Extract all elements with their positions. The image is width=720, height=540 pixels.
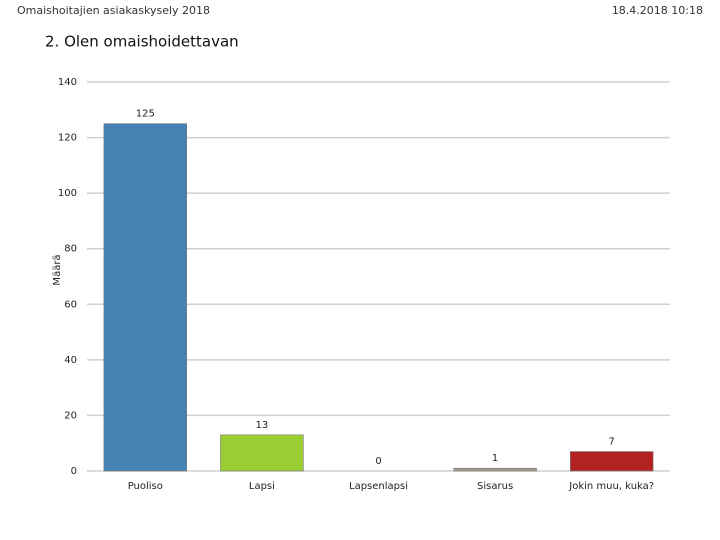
bar (453, 467, 537, 472)
y-tick-label: 0 (71, 466, 77, 477)
value-label: 7 (609, 437, 615, 448)
x-tick-label: Jokin muu, kuka? (568, 481, 654, 492)
x-tick-label: Puoliso (128, 481, 163, 492)
x-tick-label: Lapsenlapsi (349, 481, 408, 492)
value-label: 0 (375, 456, 381, 467)
x-tick-label: Lapsi (249, 481, 275, 492)
header-left: Omaishoitajien asiakaskysely 2018 (17, 4, 210, 17)
value-label: 125 (136, 109, 155, 120)
chart-title: 2. Olen omaishoidettavan (45, 33, 239, 51)
x-tick-label: Sisarus (477, 481, 513, 492)
bar (103, 123, 187, 472)
y-tick-label: 20 (64, 410, 77, 421)
y-tick-label: 100 (58, 188, 77, 199)
y-axis-label: Määrä (52, 254, 63, 285)
bar (220, 434, 304, 472)
y-tick-label: 140 (58, 77, 77, 88)
y-tick-label: 60 (64, 299, 77, 310)
y-tick-label: 120 (58, 133, 77, 144)
bar (570, 451, 654, 472)
y-tick-label: 40 (64, 355, 77, 366)
value-label: 1 (492, 453, 498, 464)
header-right: 18.4.2018 10:18 (612, 4, 703, 17)
y-tick-label: 80 (64, 244, 77, 255)
value-label: 13 (256, 420, 269, 431)
